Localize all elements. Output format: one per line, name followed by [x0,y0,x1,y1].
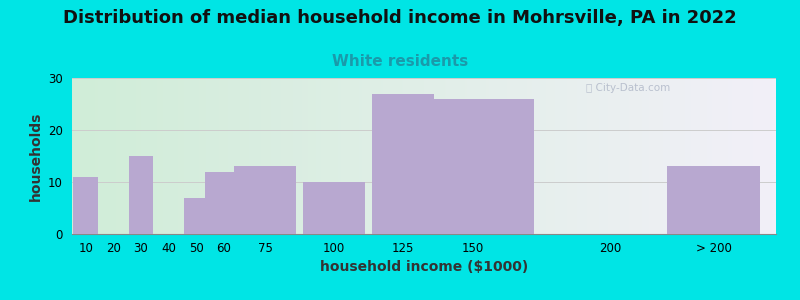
Y-axis label: households: households [29,111,42,201]
Text: ⓘ City-Data.com: ⓘ City-Data.com [586,83,670,93]
X-axis label: household income ($1000): household income ($1000) [320,260,528,274]
Bar [234,167,296,234]
Bar [303,182,366,234]
Text: White residents: White residents [332,54,468,69]
Bar [184,198,209,234]
Bar [372,94,434,234]
Bar [74,177,98,234]
Bar [206,172,242,234]
Text: Distribution of median household income in Mohrsville, PA in 2022: Distribution of median household income … [63,9,737,27]
Bar [667,167,761,234]
Bar [410,99,534,234]
Bar [129,156,154,234]
